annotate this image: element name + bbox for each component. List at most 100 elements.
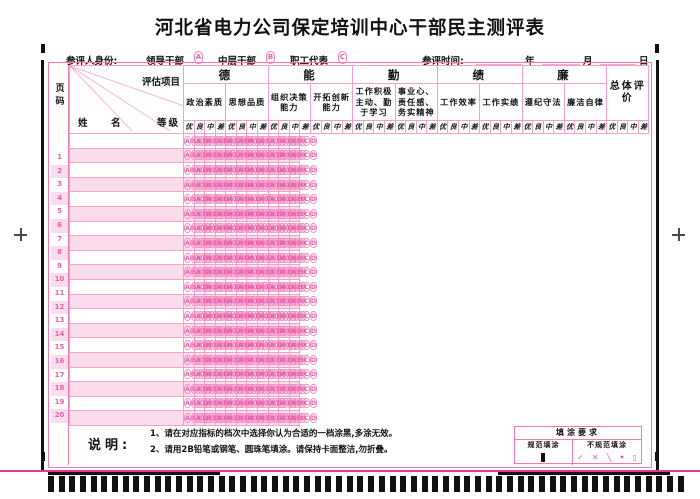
bubble-D[interactable]: D [309,208,317,219]
bubble-D[interactable]: D [309,237,317,248]
bubble-A[interactable]: A [236,369,244,380]
bubble-A[interactable]: A [247,223,255,234]
bubble-A[interactable]: A [194,310,202,321]
name-input-cell[interactable] [69,366,184,383]
bubble-B[interactable]: B [296,252,304,263]
bubble-C[interactable]: C [303,135,310,146]
bubble-A[interactable]: A [184,150,191,161]
bubble-D[interactable]: D [309,179,317,190]
bubble-A[interactable]: A [258,179,265,190]
bubble-A[interactable]: A [268,208,276,219]
bubble-C[interactable]: C [303,179,310,190]
bubble-A[interactable]: A [289,296,297,307]
bubble-A[interactable]: A [184,340,191,351]
bubble-A[interactable]: A [194,252,202,263]
name-input-cell[interactable] [69,235,184,251]
bubble-A[interactable]: A [268,325,276,336]
bubble-A[interactable]: A [226,194,234,205]
bubble-B[interactable]: B [296,208,304,219]
bubble-A[interactable]: A [279,413,286,424]
bubble-A[interactable]: A [236,179,244,190]
bubble-A[interactable]: A [289,150,297,161]
bubble-A[interactable]: A [194,194,202,205]
bubble-C[interactable]: C [303,398,310,409]
bubble-A[interactable]: A [215,208,223,219]
bubble-A[interactable]: A [268,223,276,234]
bubble-A[interactable]: A [279,383,286,394]
bubble-A[interactable]: A [184,296,191,307]
bubble-A[interactable]: A [258,340,265,351]
bubble-A[interactable]: A [236,413,244,424]
bubble-A[interactable]: A [247,194,255,205]
bubble-A[interactable]: A [184,281,191,292]
name-input-cell[interactable] [69,351,184,368]
bubble-A[interactable]: A [205,267,212,278]
bubble-C[interactable]: C [303,383,310,394]
bubble-B[interactable]: B [296,267,304,278]
bubble-A[interactable]: A [236,164,244,175]
bubble-B[interactable]: B [296,179,304,190]
bubble-A[interactable]: A [258,252,265,263]
bubble-D[interactable]: D [309,310,317,321]
bubble-A[interactable]: A [205,281,212,292]
bubble-A[interactable]: A [215,398,223,409]
bubble-A[interactable]: A [236,194,244,205]
bubble-A[interactable]: A [194,179,202,190]
bubble-A[interactable]: A [279,369,286,380]
bubble-A[interactable]: A [194,369,202,380]
name-input-cell[interactable] [69,395,184,412]
bubble-A[interactable]: A [226,150,234,161]
bubble-A[interactable]: A [258,325,265,336]
bubble-B[interactable]: B [296,325,304,336]
bubble-A[interactable]: A [194,164,202,175]
bubble-A[interactable]: A [184,164,191,175]
bubble-C[interactable]: C [303,164,310,175]
bubble-B[interactable]: B [296,223,304,234]
bubble-D[interactable]: D [309,135,317,146]
bubble-A[interactable]: A [184,369,191,380]
bubble-A[interactable]: A [184,223,191,234]
bubble-A[interactable]: A [226,398,234,409]
bubble-B[interactable]: B [296,194,304,205]
bubble-A[interactable]: A [289,383,297,394]
bubble-A[interactable]: A [247,281,255,292]
bubble-A[interactable]: A [226,325,234,336]
bubble-A[interactable]: A [205,150,212,161]
bubble-A[interactable]: A [258,223,265,234]
bubble-A[interactable]: A [215,383,223,394]
bubble-D[interactable]: D [309,267,317,278]
bubble-A[interactable]: A [268,354,276,365]
bubble-A[interactable]: A [258,369,265,380]
name-input-cell[interactable] [69,249,184,266]
bubble-A[interactable]: A [258,208,265,219]
bubble-A[interactable]: A [215,354,223,365]
bubble-A[interactable]: A [279,310,286,321]
bubble-C[interactable]: C [303,281,310,292]
bubble-A[interactable]: A [247,413,255,424]
bubble-C[interactable]: C [303,413,310,424]
bubble-A[interactable]: A [247,237,255,248]
bubble-A[interactable]: A [236,252,244,263]
bubble-A[interactable]: A [247,296,255,307]
bubble-A[interactable]: A [289,369,297,380]
bubble-A[interactable]: A [184,383,191,394]
bubble-A[interactable]: A [215,194,223,205]
bubble-A[interactable]: A [279,325,286,336]
bubble-A[interactable]: A [215,296,223,307]
bubble-A[interactable]: A [268,413,276,424]
bubble-A[interactable]: A [258,267,265,278]
bubble-A[interactable]: A [279,252,286,263]
bubble-A[interactable]: A [247,310,255,321]
bubble-A[interactable]: A [289,223,297,234]
bubble-A[interactable]: A [205,296,212,307]
bubble-A[interactable]: A [236,383,244,394]
bubble-A[interactable]: A [279,223,286,234]
bubble-A[interactable]: A [279,398,286,409]
bubble-A[interactable]: A [226,252,234,263]
bubble-A[interactable]: A [268,194,276,205]
bubble-D[interactable]: D [309,398,317,409]
name-input-cell[interactable] [69,308,184,324]
bubble-A[interactable]: A [205,194,212,205]
bubble-A[interactable]: A [194,398,202,409]
bubble-B[interactable]: B [296,369,304,380]
